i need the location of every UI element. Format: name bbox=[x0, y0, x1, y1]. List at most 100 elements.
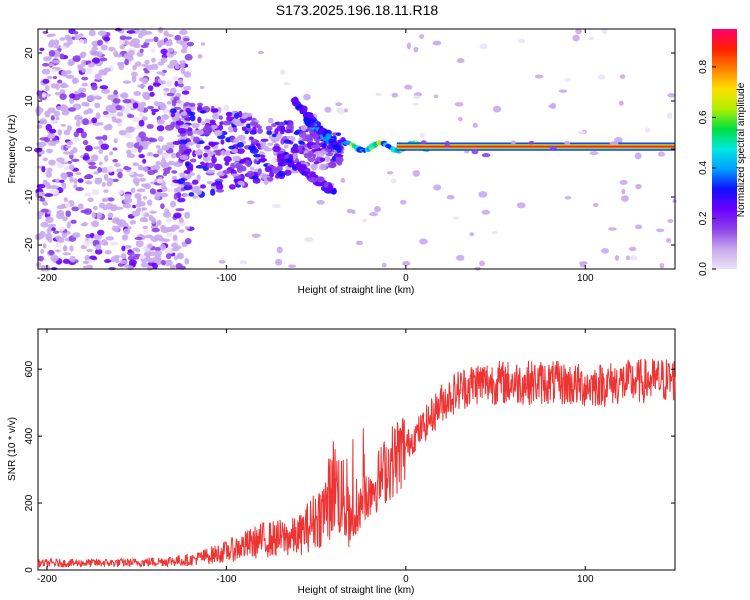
spectrogram-cell bbox=[51, 69, 58, 73]
spectrogram-cell bbox=[46, 167, 53, 173]
spectrogram-cell bbox=[413, 46, 419, 53]
spectrogram-cell bbox=[79, 38, 84, 44]
spectrogram-cell bbox=[124, 193, 132, 199]
spectrogram-cell bbox=[471, 149, 479, 155]
spectrogram-cell bbox=[45, 123, 53, 131]
spectrogram-cell bbox=[510, 140, 517, 145]
spectrogram-cell bbox=[138, 154, 145, 159]
spectrogram-cell bbox=[572, 34, 580, 42]
spectrogram-cell bbox=[391, 92, 399, 98]
spectrogram-cell bbox=[36, 183, 46, 189]
spectrogram-cell bbox=[172, 140, 181, 145]
spectrogram-cell bbox=[100, 143, 109, 150]
spectrogram-cell bbox=[132, 256, 140, 260]
spectrogram-cell bbox=[141, 77, 149, 85]
spectrogram-cell bbox=[112, 158, 119, 163]
spectrogram-cell bbox=[188, 192, 195, 197]
spectrogram-cell bbox=[85, 145, 93, 152]
spectrogram-cell bbox=[190, 172, 195, 176]
carrier-band-core bbox=[396, 145, 675, 148]
spectrogram-cell bbox=[38, 191, 46, 197]
spectrogram-cell bbox=[69, 176, 74, 183]
spectrogram-cell bbox=[119, 259, 128, 264]
spectrogram-cell bbox=[84, 254, 90, 262]
spectrogram-cell bbox=[65, 210, 71, 218]
spectrogram-cell bbox=[112, 98, 121, 104]
spectrogram-cell bbox=[123, 107, 130, 115]
spectrogram-cell bbox=[220, 149, 226, 156]
spectrogram-cell bbox=[161, 185, 168, 192]
spectrogram-cell bbox=[98, 148, 104, 155]
spectrogram-cell bbox=[204, 145, 211, 150]
spectrogram-cell bbox=[618, 100, 624, 106]
spectrogram-cell bbox=[176, 99, 182, 104]
spectrogram-cell bbox=[129, 220, 137, 225]
spectrogram-cell bbox=[589, 151, 599, 156]
spectrogram-cell bbox=[118, 190, 124, 195]
spectrogram-cell bbox=[292, 153, 297, 160]
spectrogram-cell bbox=[116, 111, 124, 117]
snr-y-label: SNR (10 * v/v) bbox=[7, 417, 18, 481]
spectrogram-cell bbox=[95, 51, 103, 57]
spectrogram-cell bbox=[225, 137, 231, 143]
spectrogram-cell bbox=[150, 236, 159, 242]
spectrogram-cell bbox=[134, 236, 143, 240]
spectrogram-cell bbox=[138, 119, 145, 127]
spectrogram-cell bbox=[325, 133, 332, 139]
spectrogram-cell bbox=[150, 108, 160, 113]
spectrogram-cell bbox=[164, 259, 173, 267]
spectrogram-cell bbox=[74, 172, 82, 176]
spectrogram-cell bbox=[131, 210, 141, 217]
spectrogram-cell bbox=[331, 144, 338, 148]
spectrogram-cell bbox=[136, 196, 142, 202]
spectrogram-cell bbox=[609, 141, 619, 146]
spectrogram-cell bbox=[120, 253, 127, 260]
spectrogram-cell bbox=[55, 116, 60, 121]
spectrogram-cell bbox=[62, 245, 68, 252]
spectrogram-cell bbox=[635, 183, 642, 190]
spectrogram-cell bbox=[72, 232, 81, 238]
spectrogram-cell bbox=[373, 206, 381, 213]
spectrogram-cell bbox=[307, 177, 317, 182]
spectrogram-cell bbox=[85, 180, 93, 185]
spectrogram-cell bbox=[625, 255, 631, 261]
spectrogram-cell bbox=[180, 48, 188, 54]
spectrogram-cell bbox=[56, 204, 65, 210]
spectrogram-cell bbox=[239, 260, 248, 265]
spectrogram-cell bbox=[187, 184, 193, 190]
spectrogram-cell bbox=[150, 48, 156, 53]
spectrogram-cell bbox=[59, 53, 65, 60]
spectrogram-cell bbox=[92, 44, 98, 48]
spectrogram-cell bbox=[212, 113, 220, 120]
spectrogram-cell bbox=[164, 208, 170, 213]
spectrogram-cell bbox=[182, 181, 191, 186]
spectrogram-cell bbox=[113, 227, 120, 233]
spectrogram-cell bbox=[151, 262, 158, 269]
spectrogram-cell bbox=[132, 177, 140, 185]
spectrogram-cell bbox=[432, 40, 442, 46]
spectrogram-cell bbox=[143, 251, 152, 257]
spectrogram-cell bbox=[126, 103, 135, 109]
spectrogram-cell bbox=[659, 262, 665, 269]
spectrogram-cell bbox=[169, 59, 179, 67]
spectrogram-cell bbox=[66, 125, 72, 131]
spectrogram-cell bbox=[165, 253, 172, 260]
spectrogram-cell bbox=[170, 121, 176, 128]
spectrogram-cell bbox=[219, 121, 225, 125]
spectrogram-cell bbox=[564, 196, 572, 200]
x-tick-label: 0 bbox=[403, 574, 409, 585]
spectrogram-cell bbox=[130, 187, 136, 194]
spectrogram-cell bbox=[70, 219, 77, 224]
spectrogram-cell bbox=[160, 48, 168, 55]
spectrogram-cell bbox=[257, 168, 262, 175]
spectrogram-cell bbox=[93, 171, 100, 175]
spectrogram-cell bbox=[266, 130, 272, 136]
spectrogram-cell bbox=[94, 73, 102, 81]
spectrogram-cell bbox=[163, 87, 170, 92]
spectrogram-cell bbox=[232, 126, 238, 133]
spectrogram-cell bbox=[231, 148, 239, 154]
spectrogram-cell bbox=[42, 30, 49, 35]
spectrogram-cell bbox=[45, 182, 51, 188]
spectrogram-cell bbox=[62, 173, 68, 180]
x-tick-label: 0 bbox=[403, 273, 409, 284]
